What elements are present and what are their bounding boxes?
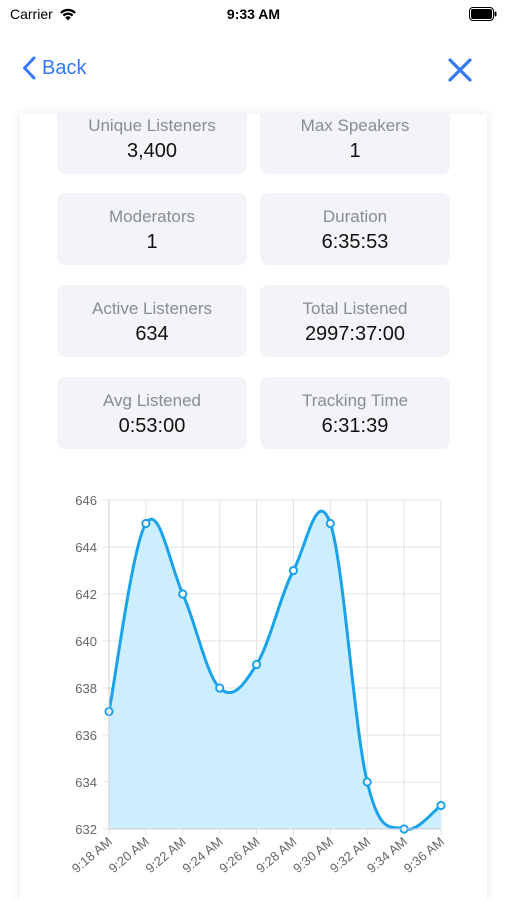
wifi-icon [59,8,76,20]
stat-active-listeners: Active Listeners 634 [57,285,247,357]
data-point [251,659,262,670]
x-tick-label: 9:22 AM [143,834,189,876]
stat-label: Duration [322,207,388,226]
series-area [109,511,441,830]
y-tick-label: 644 [75,540,97,555]
battery-icon [469,7,497,26]
close-icon [448,58,472,82]
stat-value: 6:31:39 [321,415,389,437]
back-label: Back [42,56,87,79]
x-tick-label: 9:28 AM [253,834,299,876]
y-tick-label: 636 [75,728,97,743]
data-point [436,800,446,811]
stat-label: Avg Listened [103,391,201,410]
stat-unique-listeners: Unique Listeners 3,400 [57,114,247,174]
stat-label: Max Speakers [300,116,410,135]
stat-label: Unique Listeners [88,116,216,135]
y-tick-label: 646 [75,493,97,508]
status-left: Carrier [10,6,77,22]
navigation-bar: Back [0,30,507,114]
stat-max-speakers: Max Speakers 1 [260,114,450,174]
y-tick-label: 634 [75,775,97,790]
stat-value: 2997:37:00 [304,323,406,345]
x-tick-label: 9:24 AM [179,834,225,876]
x-tick-label: 9:34 AM [364,834,410,876]
stat-total-listened: Total Listened 2997:37:00 [260,285,450,357]
data-point [215,683,225,693]
back-button[interactable]: Back [22,56,86,80]
status-time: 9:33 AM [226,6,281,22]
y-tick-label: 640 [75,634,97,649]
y-tick-label: 638 [75,681,97,696]
stats-card: Unique Listeners 3,400 Max Speakers 1 Mo… [20,114,487,900]
stat-value: 6:35:53 [321,231,389,253]
stat-tracking-time: Tracking Time 6:31:39 [260,377,450,449]
data-point [362,777,372,787]
stat-value: 1 [349,140,361,162]
stat-label: Moderators [109,207,195,226]
chevron-left-icon [23,56,36,80]
data-point [288,565,299,576]
x-tick-label: 9:20 AM [106,834,152,876]
stat-value: 3,400 [126,140,178,162]
stat-value: 1 [146,231,158,253]
status-bar: Carrier 9:33 AM [0,0,507,30]
stat-duration: Duration 6:35:53 [260,193,450,265]
close-button[interactable] [447,57,473,83]
carrier-label: Carrier [10,6,53,22]
stat-label: Total Listened [302,299,408,318]
data-point [141,518,151,529]
data-point [178,589,188,599]
x-tick-label: 9:26 AM [216,834,262,876]
x-tick-label: 9:18 AM [69,834,115,876]
x-tick-label: 9:30 AM [290,834,336,876]
stat-moderators: Moderators 1 [57,193,247,265]
series-line [107,509,442,831]
data-point [325,518,335,529]
stat-value: 0:53:00 [118,415,186,437]
y-tick-label: 642 [75,587,97,602]
x-tick-label: 9:36 AM [401,834,447,876]
stat-value: 634 [135,323,169,345]
stat-label: Tracking Time [301,391,409,410]
x-tick-label: 9:32 AM [327,834,373,876]
stat-avg-listened: Avg Listened 0:53:00 [57,377,247,449]
y-tick-label: 632 [75,822,97,837]
stat-label: Active Listeners [92,299,212,318]
